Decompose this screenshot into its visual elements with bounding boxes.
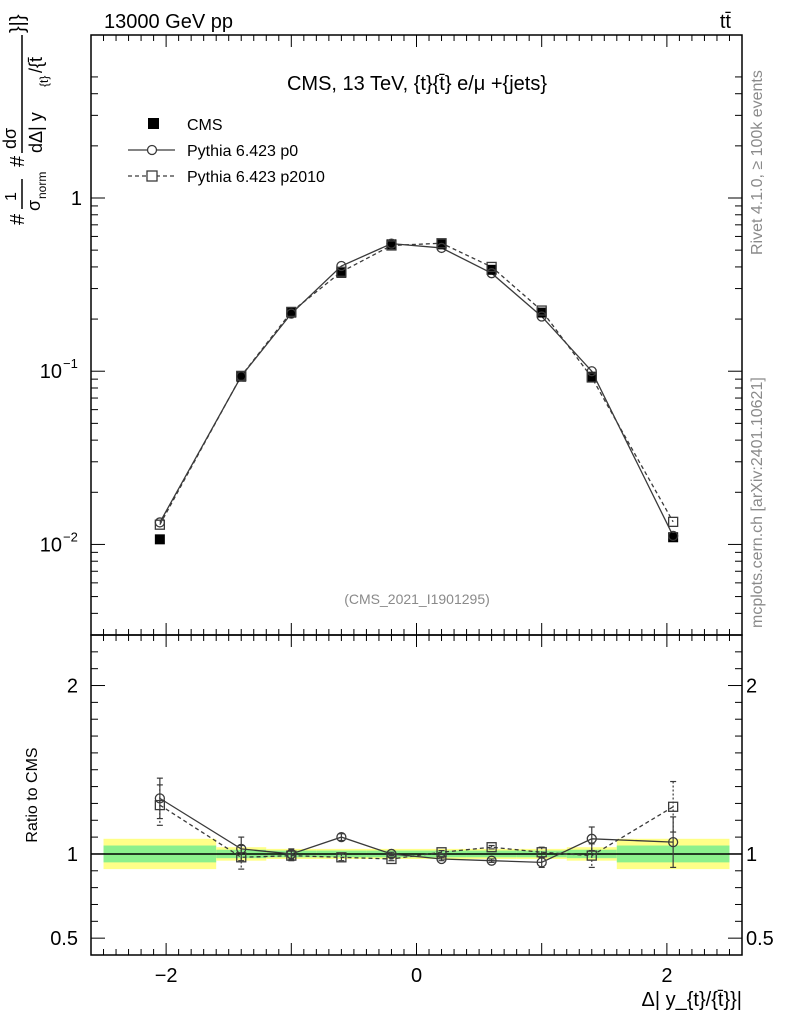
p0-ratio-line bbox=[159, 797, 674, 864]
legend: CMS Pythia 6.423 p0 Pythia 6.423 p2010 bbox=[128, 117, 325, 186]
source-label: mcplots.cern.ch [arXiv:2401.10621] bbox=[749, 377, 766, 628]
p0-main-line bbox=[159, 242, 674, 537]
x-tick-label: 2 bbox=[661, 965, 672, 987]
process-label: tt̄ bbox=[720, 11, 732, 33]
y-tick-label: 10 bbox=[40, 534, 62, 556]
p2010-ratio-point bbox=[236, 852, 247, 863]
ratio-tick-label-left: 1 bbox=[67, 844, 78, 866]
p0-point bbox=[536, 311, 547, 322]
p2010-point bbox=[586, 372, 597, 383]
legend-p2010-marker bbox=[146, 170, 158, 182]
y-label-hash-1: # bbox=[7, 213, 29, 225]
legend-p0-marker bbox=[146, 144, 158, 156]
y-label-denominator: dΔ| y bbox=[26, 112, 46, 153]
p2010-ratio-point bbox=[286, 850, 297, 861]
p2010-ratio-point bbox=[154, 799, 166, 811]
p2010-main-line bbox=[159, 242, 674, 526]
y-label-one: 1 bbox=[3, 192, 20, 201]
data-series bbox=[154, 238, 679, 870]
p0-ratio-point bbox=[667, 837, 679, 848]
y-label-sub-t: {t} bbox=[37, 76, 51, 87]
chart-title: CMS, 13 TeV, {t}{t̄} e/μ +{jets} bbox=[287, 73, 547, 95]
cms-point bbox=[336, 267, 347, 278]
legend-p0-label: Pythia 6.423 p0 bbox=[187, 143, 298, 160]
ratio-plot-frame bbox=[90, 634, 743, 956]
legend-cms-marker bbox=[148, 118, 159, 129]
y-tick-exponent: −1 bbox=[63, 356, 78, 371]
p2010-point bbox=[486, 261, 497, 273]
p2010-point bbox=[286, 306, 297, 318]
legend-p2010-label: Pythia 6.423 p2010 bbox=[187, 169, 325, 186]
p0-point bbox=[667, 530, 679, 542]
p2010-point bbox=[154, 519, 166, 530]
p0-point bbox=[486, 268, 497, 279]
p0-point bbox=[586, 366, 597, 377]
cms-point bbox=[586, 371, 597, 382]
p0-ratio-point bbox=[486, 855, 497, 866]
y-label-hash-2: # bbox=[7, 155, 29, 167]
ratio-uncertainty-bands bbox=[91, 838, 742, 870]
p2010-ratio-point bbox=[336, 852, 347, 863]
y-label-sigma: σ bbox=[24, 200, 44, 211]
x-axis-label-text: Δ| y_{t}/{t̄}}| bbox=[642, 989, 743, 1011]
y-label-dsigma: dσ bbox=[0, 128, 20, 149]
p2010-ratio-point bbox=[586, 850, 597, 861]
cms-point bbox=[286, 307, 297, 318]
p0-ratio-point bbox=[336, 831, 347, 843]
p2010-point bbox=[667, 516, 679, 528]
ratio-tick-label-right: 2 bbox=[746, 676, 757, 698]
y-label-tbar: /{t̄ bbox=[26, 57, 46, 73]
cms-point bbox=[436, 239, 447, 250]
x-axis-label: Δ| y_{t}/{t̄}}| bbox=[642, 989, 743, 1011]
ratio-tick-label-left: 0.5 bbox=[50, 928, 78, 950]
x-tick-label: −2 bbox=[155, 965, 178, 987]
x-tick-label: 0 bbox=[411, 965, 422, 987]
cms-point bbox=[236, 371, 247, 382]
ratio-y-axis-label: Ratio to CMS bbox=[24, 747, 41, 842]
cms-point bbox=[154, 534, 165, 545]
cms-point bbox=[386, 239, 397, 250]
ratio-tick-label-right: 0.5 bbox=[746, 928, 774, 950]
y-tick-label: 10 bbox=[40, 361, 62, 383]
analysis-tag: (CMS_2021_I1901295) bbox=[344, 591, 490, 607]
p2010-point bbox=[386, 240, 397, 251]
rivet-version-label: Rivet 4.1.0, ≥ 100k events bbox=[749, 70, 766, 255]
y-axis-label: # 1 σ norm # dσ dΔ| y {t} /{t̄ }|} bbox=[0, 14, 51, 225]
y-label-close: }|} bbox=[7, 14, 29, 33]
y-label-norm: norm bbox=[35, 172, 49, 199]
p2010-point bbox=[236, 370, 247, 382]
legend-cms-label: CMS bbox=[187, 117, 223, 134]
cms-point bbox=[486, 264, 497, 275]
y-tick-exponent: −2 bbox=[63, 529, 78, 544]
p2010-point bbox=[336, 266, 347, 277]
p0-point bbox=[336, 260, 347, 272]
p2010-ratio-point bbox=[667, 801, 679, 812]
p2010-ratio-point bbox=[486, 842, 497, 853]
p2010-point bbox=[536, 305, 547, 316]
p2010-ratio-point bbox=[536, 847, 547, 858]
energy-label: 13000 GeV pp bbox=[104, 11, 233, 33]
p2010-point bbox=[436, 238, 447, 249]
p2010-ratio-point bbox=[386, 853, 397, 865]
cms-point bbox=[668, 532, 679, 543]
y-tick-label: 1 bbox=[71, 188, 82, 210]
ratio-tick-label-right: 1 bbox=[746, 844, 757, 866]
p2010-ratio-point bbox=[436, 847, 447, 858]
ratio-tick-label-left: 2 bbox=[67, 676, 78, 698]
p2010-ratio-line bbox=[159, 804, 674, 860]
